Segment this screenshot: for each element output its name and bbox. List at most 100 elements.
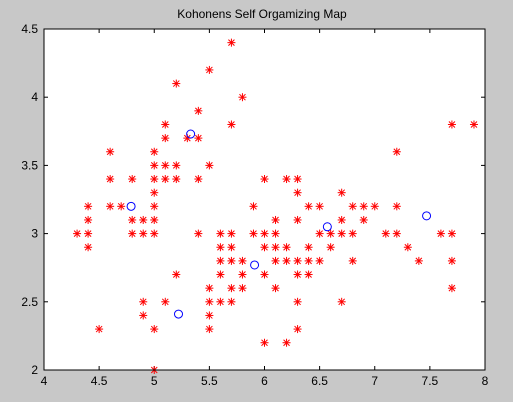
asterisk-stroke	[448, 230, 456, 237]
data-point-asterisk	[194, 106, 203, 115]
y-tick-label: 3	[31, 227, 38, 241]
asterisk-stroke	[338, 216, 346, 224]
asterisk-stroke	[106, 202, 114, 210]
asterisk-stroke	[294, 325, 301, 333]
data-point-asterisk	[315, 256, 324, 265]
data-point-asterisk	[304, 202, 313, 211]
data-point-asterisk	[238, 256, 247, 265]
data-point-asterisk	[128, 215, 137, 224]
data-point-asterisk	[106, 147, 115, 156]
data-point-asterisk	[216, 270, 225, 279]
asterisk-stroke	[217, 243, 224, 251]
data-point-asterisk	[293, 270, 302, 279]
asterisk-stroke	[194, 134, 202, 142]
asterisk-stroke	[261, 271, 268, 278]
data-point-asterisk	[447, 120, 456, 129]
data-point-circle	[174, 309, 184, 319]
asterisk-stroke	[294, 271, 301, 278]
data-point-asterisk	[337, 229, 346, 238]
data-point-asterisk	[337, 297, 346, 306]
asterisk-stroke	[470, 121, 478, 128]
asterisk-stroke	[228, 257, 235, 265]
data-point-asterisk	[95, 325, 104, 334]
asterisk-stroke	[338, 189, 346, 197]
y-tick-label: 4	[31, 90, 38, 104]
asterisk-stroke	[294, 175, 301, 183]
data-point-circle	[186, 129, 196, 139]
asterisk-stroke	[161, 134, 169, 142]
x-tick-label: 6	[261, 374, 268, 388]
data-point-asterisk	[326, 243, 335, 252]
x-tick-label: 7.5	[422, 374, 439, 388]
asterisk-stroke	[294, 216, 301, 224]
data-point-asterisk	[447, 256, 456, 265]
asterisk-stroke	[448, 121, 456, 128]
asterisk-stroke	[261, 175, 268, 183]
asterisk-stroke	[305, 271, 312, 278]
asterisk-stroke	[360, 202, 368, 210]
data-point-asterisk	[227, 284, 236, 293]
asterisk-stroke	[228, 121, 235, 128]
data-point-asterisk	[150, 147, 159, 156]
data-point-asterisk	[216, 243, 225, 252]
asterisk-stroke	[239, 93, 246, 101]
data-point-asterisk	[271, 256, 280, 265]
data-point-asterisk	[469, 120, 478, 129]
data-point-asterisk	[205, 161, 214, 170]
data-point-asterisk	[348, 256, 357, 265]
asterisk-stroke	[183, 134, 191, 142]
asterisk-stroke	[206, 325, 213, 333]
asterisk-stroke	[272, 243, 279, 251]
data-point-asterisk	[227, 38, 236, 47]
data-point-asterisk	[150, 229, 159, 238]
data-point-asterisk	[447, 229, 456, 238]
data-point-asterisk	[139, 229, 148, 238]
asterisk-stroke	[161, 298, 169, 306]
data-point-asterisk	[161, 175, 170, 184]
data-point-asterisk	[117, 202, 126, 211]
data-point-asterisk	[150, 325, 159, 334]
data-point-asterisk	[337, 188, 346, 197]
data-point-asterisk	[227, 256, 236, 265]
data-point-asterisk	[260, 243, 269, 252]
data-point-asterisk	[172, 161, 181, 170]
asterisk-stroke	[206, 298, 213, 306]
data-point-asterisk	[304, 270, 313, 279]
asterisk-stroke	[228, 284, 235, 292]
asterisk-stroke	[305, 243, 312, 251]
asterisk-stroke	[150, 230, 158, 237]
data-point-asterisk	[84, 215, 93, 224]
data-point-asterisk	[84, 202, 93, 211]
data-point-asterisk	[194, 229, 203, 238]
data-point-asterisk	[348, 202, 357, 211]
asterisk-stroke	[327, 243, 335, 251]
asterisk-stroke	[194, 107, 202, 115]
asterisk-stroke	[128, 216, 136, 224]
asterisk-stroke	[128, 230, 136, 237]
asterisk-stroke	[139, 216, 147, 224]
data-point-asterisk	[315, 229, 324, 238]
asterisk-stroke	[316, 257, 323, 265]
data-point-circle	[126, 201, 136, 211]
data-point-asterisk	[282, 338, 291, 347]
data-point-asterisk	[161, 297, 170, 306]
asterisk-stroke	[283, 257, 290, 265]
data-point-asterisk	[271, 229, 280, 238]
asterisk-stroke	[316, 202, 323, 210]
data-point-asterisk	[205, 297, 214, 306]
data-point-asterisk	[106, 202, 115, 211]
x-tick-label: 5.5	[201, 374, 218, 388]
x-tick-label: 5	[151, 374, 158, 388]
asterisk-stroke	[316, 230, 323, 237]
data-point-asterisk	[216, 229, 225, 238]
data-point-asterisk	[293, 297, 302, 306]
asterisk-stroke	[338, 230, 346, 237]
data-point-asterisk	[238, 93, 247, 102]
data-point-asterisk	[359, 202, 368, 211]
y-tick-label: 4.5	[21, 22, 38, 36]
data-point-asterisk	[260, 338, 269, 347]
data-point-asterisk	[172, 270, 181, 279]
data-point-asterisk	[304, 243, 313, 252]
asterisk-stroke	[294, 298, 301, 306]
